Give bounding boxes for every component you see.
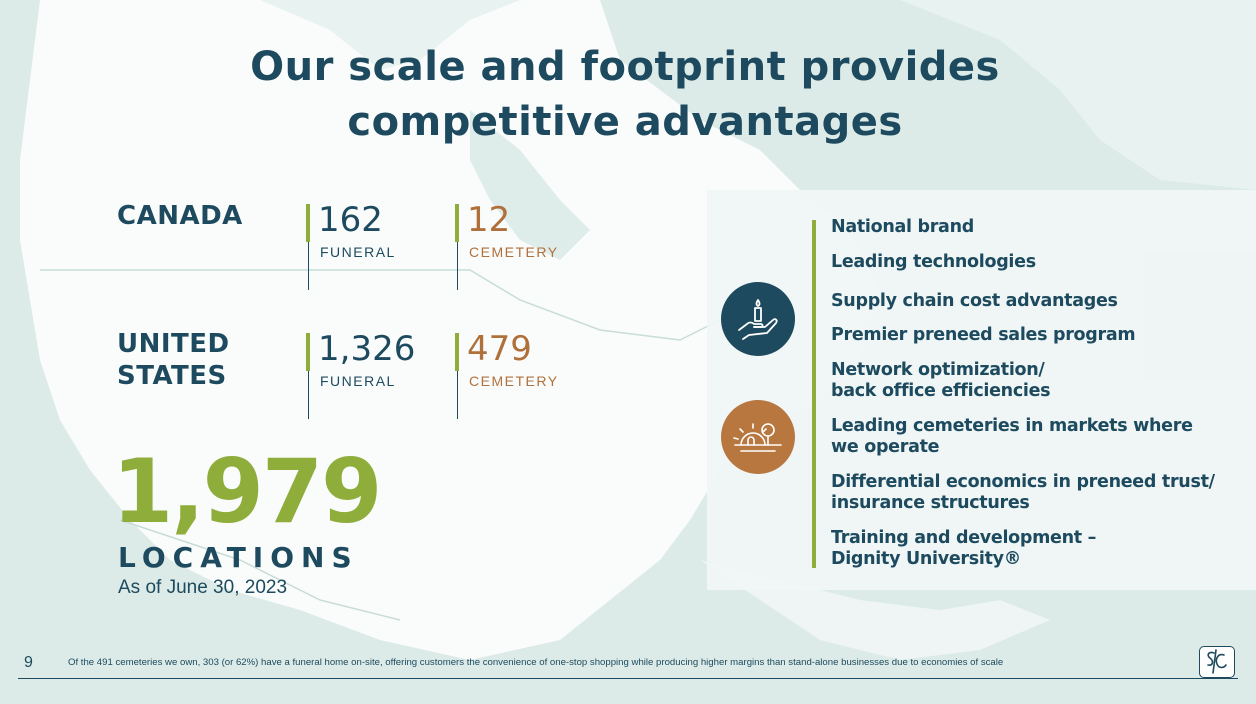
title-line-2: competitive advantages	[347, 99, 903, 145]
advantage-line: Network optimization/	[831, 360, 1045, 380]
region-name-line: STATES	[117, 361, 227, 391]
divider-line	[308, 371, 309, 419]
stat-label: FUNERAL	[320, 373, 396, 389]
advantage-item: Leading technologies	[831, 252, 1036, 273]
region-name-united-states: UNITED STATES	[117, 328, 230, 392]
page-number: 9	[24, 654, 33, 671]
advantage-item: Premier preneed sales program	[831, 325, 1136, 346]
accent-bar	[306, 204, 310, 242]
region-name-line: UNITED	[117, 329, 230, 359]
locations-label: LOCATIONS	[118, 541, 359, 574]
stat-number: 162	[318, 200, 383, 240]
advantage-line: Training and development –	[831, 528, 1097, 548]
advantage-line: Leading technologies	[831, 252, 1036, 272]
stat-label: CEMETERY	[469, 244, 559, 260]
hand-candle-icon	[721, 282, 795, 356]
stat-number: 479	[467, 329, 532, 369]
advantage-line: Premier preneed sales program	[831, 325, 1136, 345]
advantage-line: Leading cemeteries in markets where	[831, 416, 1193, 436]
as-of-date: As of June 30, 2023	[118, 577, 288, 598]
advantage-item: Network optimization/ back office effici…	[831, 360, 1051, 402]
total-locations-number: 1,979	[112, 440, 382, 543]
advantage-line: insurance structures	[831, 493, 1030, 513]
advantage-line: Differential economics in preneed trust/	[831, 472, 1215, 492]
cemetery-tree-sunrise-icon	[721, 400, 795, 474]
advantage-item: National brand	[831, 217, 974, 238]
stat-label: CEMETERY	[469, 373, 559, 389]
sci-logo	[1199, 646, 1235, 678]
advantage-line: Supply chain cost advantages	[831, 291, 1118, 311]
advantage-line: back office efficiencies	[831, 381, 1051, 401]
accent-bar	[455, 204, 459, 242]
advantages-accent-bar	[812, 220, 816, 568]
region-name-canada: CANADA	[117, 200, 243, 232]
footer-divider	[18, 678, 1238, 679]
stat-label: FUNERAL	[320, 244, 396, 260]
divider-line	[457, 242, 458, 290]
advantage-line: Dignity University®	[831, 549, 1021, 569]
footnote: Of the 491 cemeteries we own, 303 (or 62…	[68, 657, 1004, 668]
accent-bar	[306, 333, 310, 371]
advantage-item: Leading cemeteries in markets where we o…	[831, 416, 1193, 458]
region-name-line: CANADA	[117, 201, 243, 231]
advantage-item: Supply chain cost advantages	[831, 291, 1118, 312]
stat-number: 1,326	[318, 329, 416, 369]
stat-number: 12	[467, 200, 511, 240]
page-title: Our scale and footprint provides competi…	[200, 40, 1050, 150]
advantages-panel	[707, 190, 1256, 590]
advantage-item: Differential economics in preneed trust/…	[831, 472, 1215, 514]
advantage-item: Training and development – Dignity Unive…	[831, 528, 1096, 570]
title-line-1: Our scale and footprint provides	[250, 44, 1000, 90]
advantage-line: we operate	[831, 437, 940, 457]
advantage-line: National brand	[831, 217, 974, 237]
divider-line	[457, 371, 458, 419]
divider-line	[308, 242, 309, 290]
accent-bar	[455, 333, 459, 371]
